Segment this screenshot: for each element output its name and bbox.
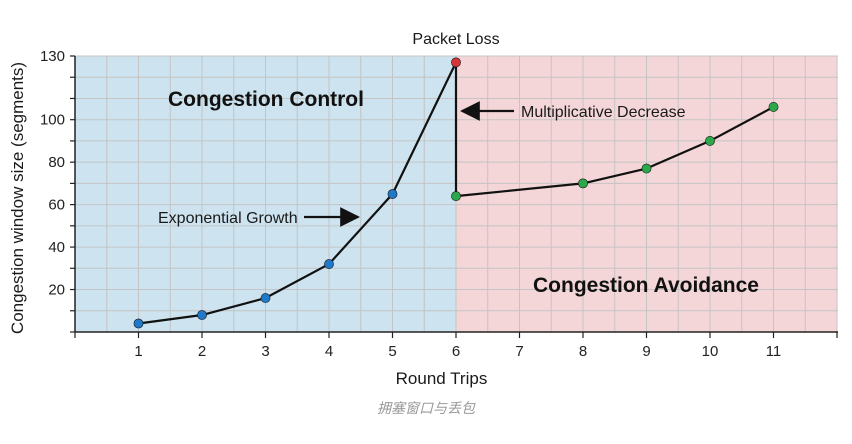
data-point	[387, 189, 398, 199]
x-tick-label: 10	[702, 343, 719, 360]
x-tick-label: 1	[134, 343, 142, 360]
x-axis-label: Round Trips	[396, 369, 488, 388]
congestion-chart: 1 2 3 4 5 6 7 8 9 10 11 20 40 60 80 100 130 Round Trips Co…	[8, 31, 838, 388]
data-point	[578, 178, 588, 189]
x-tick-label: 5	[388, 343, 396, 360]
annotation-packet-loss: Packet Loss	[412, 31, 499, 48]
x-tick-label: 11	[766, 343, 782, 360]
x-tick-label: 8	[579, 343, 587, 360]
x-tick-label: 6	[452, 343, 460, 360]
x-tick-label: 2	[198, 343, 206, 360]
data-point	[133, 318, 144, 329]
y-tick-label: 20	[48, 282, 65, 299]
y-tick-label: 80	[48, 154, 65, 171]
chart-axes	[70, 55, 838, 338]
region-title-avoidance: Congestion Avoidance	[533, 274, 759, 297]
data-point	[705, 136, 715, 146]
y-tick-label: 60	[48, 197, 65, 214]
y-tick-label: 100	[40, 112, 65, 129]
x-tick-label: 3	[261, 343, 269, 360]
series-points	[133, 57, 779, 329]
x-tick-label: 9	[642, 343, 650, 360]
data-point	[260, 293, 271, 303]
annotation-exponential-growth: Exponential Growth	[158, 210, 298, 227]
data-point	[197, 310, 207, 320]
y-tick-label: 40	[48, 239, 65, 256]
x-tick-label: 7	[515, 343, 523, 360]
y-tick-label: 130	[40, 48, 65, 65]
x-tick-label: 4	[325, 343, 333, 360]
data-point	[768, 102, 779, 112]
data-point	[641, 163, 652, 174]
data-point	[451, 191, 461, 202]
region-title-control: Congestion Control	[168, 88, 364, 111]
y-axis-label: Congestion window size (segments)	[8, 62, 27, 334]
chart-labels: 1 2 3 4 5 6 7 8 9 10 11 20 40 60 80 100 130 Round Trips Co…	[8, 31, 781, 388]
data-point	[451, 57, 461, 68]
data-point	[324, 259, 334, 269]
figure-caption: 拥塞窗口与丢包	[377, 401, 475, 417]
annotation-multiplicative-decrease: Multiplicative Decrease	[521, 104, 686, 121]
